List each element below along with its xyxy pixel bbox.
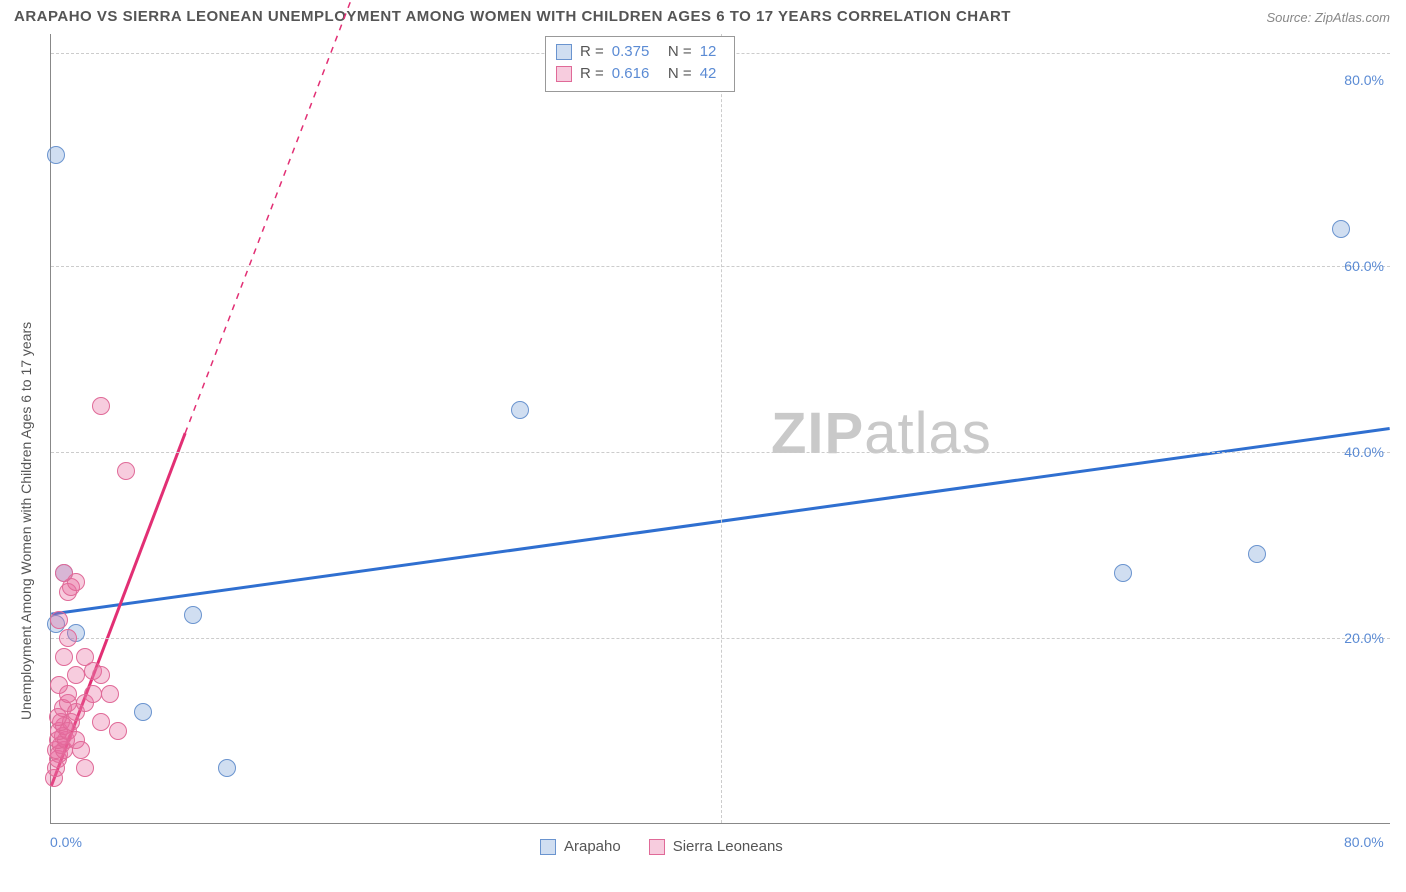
watermark: ZIPatlas <box>771 400 992 467</box>
y-tick-label: 20.0% <box>1344 630 1384 646</box>
legend-swatch <box>556 66 572 82</box>
legend-label: Sierra Leoneans <box>673 838 783 855</box>
data-point <box>55 564 73 582</box>
legend-swatch <box>556 44 572 60</box>
data-point <box>59 629 77 647</box>
legend-label: Arapaho <box>564 838 621 855</box>
data-point <box>76 759 94 777</box>
r-value: 0.616 <box>612 63 656 85</box>
series-legend: Arapaho Sierra Leoneans <box>540 838 783 855</box>
r-label: R = <box>580 41 604 63</box>
x-tick-label: 80.0% <box>1344 834 1384 850</box>
n-label: N = <box>664 63 692 85</box>
data-point <box>76 648 94 666</box>
legend-item: Arapaho <box>540 838 621 855</box>
data-point <box>84 685 102 703</box>
data-point <box>92 397 110 415</box>
data-point <box>55 648 73 666</box>
chart-title: ARAPAHO VS SIERRA LEONEAN UNEMPLOYMENT A… <box>14 8 1011 25</box>
n-value: 12 <box>700 41 724 63</box>
data-point <box>218 759 236 777</box>
r-label: R = <box>580 63 604 85</box>
data-point <box>92 713 110 731</box>
watermark-light: atlas <box>864 401 992 466</box>
r-value: 0.375 <box>612 41 656 63</box>
data-point <box>1332 220 1350 238</box>
y-tick-label: 80.0% <box>1344 72 1384 88</box>
legend-swatch <box>649 839 665 855</box>
stats-row: R = 0.616 N = 42 <box>556 63 724 85</box>
watermark-bold: ZIP <box>771 401 864 466</box>
legend-item: Sierra Leoneans <box>649 838 783 855</box>
data-point <box>511 401 529 419</box>
data-point <box>134 703 152 721</box>
data-point <box>50 611 68 629</box>
n-label: N = <box>664 41 692 63</box>
data-point <box>184 606 202 624</box>
plot-area: ZIPatlas 20.0% 40.0% 60.0% 80.0% <box>50 34 1390 824</box>
data-point <box>72 741 90 759</box>
data-point <box>92 666 110 684</box>
data-point <box>50 676 68 694</box>
data-point <box>117 462 135 480</box>
data-point <box>109 722 127 740</box>
data-point <box>1114 564 1132 582</box>
y-axis-label: Unemployment Among Women with Children A… <box>18 322 34 720</box>
x-tick-label: 0.0% <box>50 834 82 850</box>
data-point <box>1248 545 1266 563</box>
data-point <box>47 146 65 164</box>
data-point <box>67 666 85 684</box>
legend-swatch <box>540 839 556 855</box>
y-tick-label: 40.0% <box>1344 444 1384 460</box>
n-value: 42 <box>700 63 724 85</box>
stats-legend: R = 0.375 N = 12 R = 0.616 N = 42 <box>545 36 735 92</box>
gridline-vertical <box>721 34 722 823</box>
source-label: Source: ZipAtlas.com <box>1266 10 1390 25</box>
stats-row: R = 0.375 N = 12 <box>556 41 724 63</box>
y-tick-label: 60.0% <box>1344 258 1384 274</box>
data-point <box>101 685 119 703</box>
